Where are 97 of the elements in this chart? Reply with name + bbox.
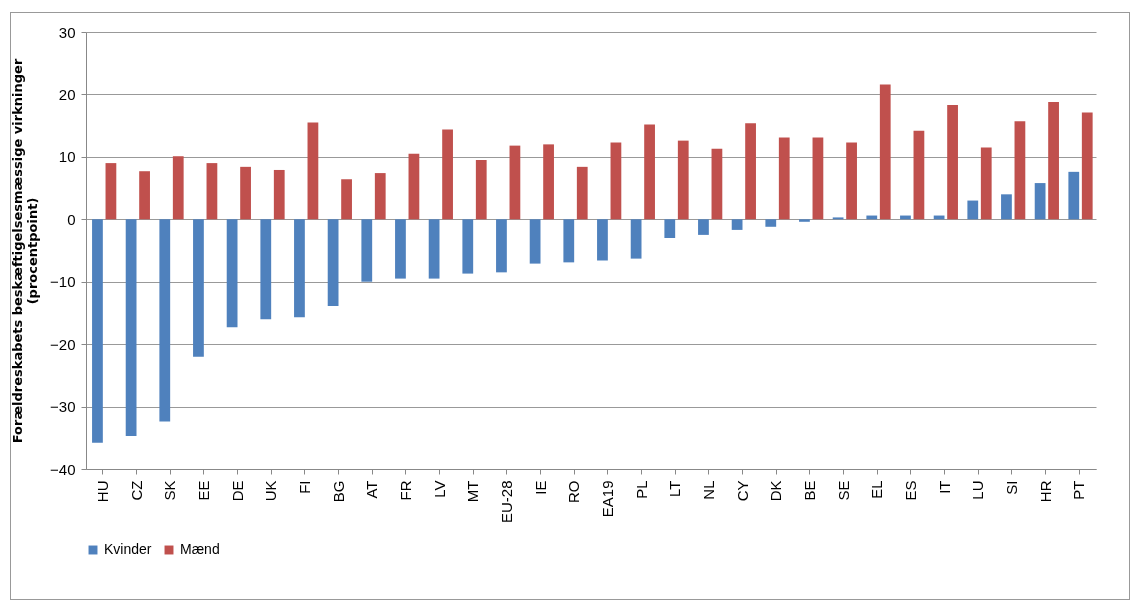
- legend-label: Mænd: [180, 541, 220, 557]
- x-tick-label: SI: [1002, 480, 1020, 495]
- x-tick-label: ES: [901, 480, 919, 501]
- bar: [677, 140, 689, 220]
- bar: [947, 105, 958, 220]
- bar: [294, 219, 305, 318]
- x-tick-label: PL: [632, 480, 650, 499]
- bar: [92, 219, 103, 443]
- x-tick-label: SE: [834, 480, 852, 501]
- bar: [509, 145, 521, 220]
- bar: [260, 219, 272, 320]
- bar: [799, 219, 810, 222]
- y-tick-label: 0: [67, 210, 76, 228]
- bar: [980, 147, 992, 220]
- x-tick-label: MT: [464, 480, 482, 503]
- y-axis-title: Forældreskabets beskæftigelsesmæssige virkninger (procentpoint): [10, 58, 41, 444]
- x-tick-label: DK: [767, 480, 785, 502]
- x-tick-label: IT: [935, 480, 953, 494]
- bar: [745, 123, 756, 220]
- x-tick-label: UK: [262, 480, 280, 502]
- bar: [159, 219, 171, 422]
- x-tick-label: BG: [329, 480, 347, 503]
- bar: [765, 219, 777, 227]
- x-tick-label: FR: [396, 480, 414, 501]
- x-tick-label: RO: [565, 480, 583, 503]
- legend-label: Kvinder: [104, 541, 152, 557]
- y-tick-label: 20: [58, 85, 76, 103]
- bar: [1034, 183, 1046, 220]
- x-tick-label: BE: [800, 480, 818, 501]
- bar: [307, 122, 319, 220]
- x-tick-label: LU: [969, 480, 987, 500]
- bar: [226, 219, 238, 328]
- bar: [711, 148, 723, 220]
- x-tick-label: HR: [1036, 480, 1054, 503]
- bar: [597, 219, 608, 261]
- bar: [395, 219, 406, 279]
- bar: [240, 166, 251, 220]
- y-tick-label: −20: [50, 335, 76, 353]
- bar: [206, 163, 218, 220]
- x-tick-label: LT: [666, 480, 684, 497]
- bar: [644, 124, 655, 220]
- x-tick-label: CZ: [127, 480, 145, 501]
- bar: [273, 169, 285, 220]
- y-tick-label: −30: [50, 398, 76, 416]
- bar: [105, 163, 117, 220]
- bar: [812, 137, 824, 220]
- x-tick-label: SK: [161, 480, 179, 501]
- x-tick-label: LV: [430, 480, 448, 498]
- bar: [731, 219, 743, 230]
- bar: [1001, 194, 1012, 220]
- bar: [408, 153, 420, 220]
- bar: [563, 219, 575, 263]
- bar: [610, 142, 622, 220]
- bar: [139, 171, 150, 220]
- bar: [1014, 121, 1026, 220]
- bar: [846, 142, 857, 220]
- x-tick-label: IE: [531, 480, 549, 495]
- bar: [664, 219, 676, 239]
- bar: [462, 219, 474, 274]
- bar: [543, 144, 554, 220]
- bar: [1048, 101, 1059, 220]
- bar: [341, 179, 352, 220]
- bar: [172, 156, 184, 220]
- x-tick-label: CY: [733, 480, 751, 502]
- bar: [475, 159, 487, 220]
- x-tick-label: EU-28: [497, 480, 515, 524]
- bar: [778, 137, 790, 220]
- bar: [698, 219, 709, 235]
- bar: [1068, 171, 1080, 220]
- x-tick-label: FI: [295, 480, 313, 494]
- bar: [193, 219, 204, 357]
- x-tick-label: PT: [1070, 480, 1088, 500]
- y-tick-label: 30: [58, 23, 76, 41]
- x-tick-label: EL: [868, 480, 886, 499]
- x-tick-label: HU: [93, 480, 111, 503]
- y-tick-label: −40: [50, 460, 76, 478]
- bar: [442, 129, 453, 220]
- x-tick-label: EA19: [598, 480, 616, 518]
- bar: [125, 219, 137, 436]
- bar: [1081, 112, 1093, 220]
- bar: [428, 219, 440, 279]
- bar: [913, 130, 925, 220]
- x-tick-label: NL: [699, 480, 717, 500]
- x-tick-label: EE: [194, 480, 212, 501]
- x-tick-label: DE: [228, 480, 246, 502]
- y-tick-label: 10: [58, 148, 76, 166]
- bar: [576, 166, 588, 220]
- bar: [496, 219, 507, 273]
- bar: [967, 200, 979, 220]
- bar: [374, 173, 386, 220]
- bar: [529, 219, 541, 264]
- y-tick-label: −10: [50, 273, 76, 291]
- bar: [361, 219, 373, 282]
- bar: [327, 219, 339, 307]
- bar: [630, 219, 642, 259]
- bar: [879, 84, 891, 220]
- x-tick-label: AT: [363, 480, 381, 499]
